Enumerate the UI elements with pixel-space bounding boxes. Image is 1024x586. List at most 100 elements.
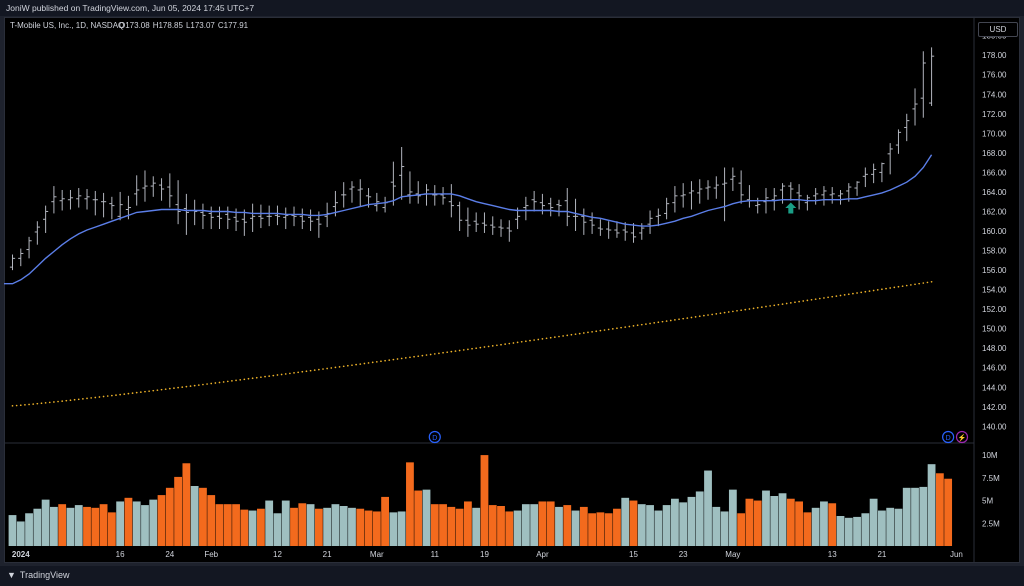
volume-bar [621, 497, 630, 546]
ma-slow-dot [674, 319, 676, 321]
price-tick-label: 172.00 [982, 110, 1007, 119]
ma-slow-dot [346, 364, 349, 367]
volume-bar [91, 507, 100, 546]
volume-bar [74, 505, 83, 546]
ohlc-bar [928, 47, 935, 106]
ohlc-bars [9, 47, 935, 271]
ma-slow-dot [458, 349, 461, 352]
ma-slow-dot [255, 376, 258, 379]
ma-slow-dot [553, 336, 556, 338]
ma-fast-line [4, 154, 933, 285]
volume-bar [107, 512, 116, 546]
volume-bar [190, 486, 199, 546]
ohlc-bar [920, 51, 926, 118]
time-tick-label: Apr [536, 550, 549, 559]
ma-slow-dot [777, 303, 780, 306]
volume-bar [99, 504, 108, 546]
ma-slow-dot [545, 337, 548, 340]
ma-slow-dot [305, 370, 308, 373]
ma-slow-dot [769, 305, 771, 307]
dividend-marker [942, 430, 955, 444]
ohlc-bar [647, 210, 653, 234]
currency-badge[interactable]: USD [978, 22, 1018, 37]
ohlc-bar [67, 189, 74, 210]
volume-bar [869, 498, 878, 546]
volume-bar [588, 513, 596, 546]
volume-bar [538, 501, 547, 546]
legend-high-label: H [153, 21, 159, 30]
ma-slow-dot [148, 390, 150, 393]
ohlc-bar [680, 183, 686, 208]
volume-bar [223, 504, 232, 546]
ma-slow-dot [61, 400, 64, 402]
ma-slow-dot [193, 384, 196, 387]
ma-slow-dot [243, 378, 246, 381]
price-tick-label: 178.00 [982, 51, 1007, 60]
legend-low-label: L [186, 21, 191, 30]
volume-bar [488, 505, 497, 546]
ma-slow-dot [326, 367, 328, 370]
ohlc-bar [299, 208, 305, 230]
ma-slow-dot [818, 297, 821, 300]
ohlc-bar [432, 185, 438, 206]
chart-frame [4, 17, 1020, 563]
ma-slow-dot [483, 346, 486, 348]
volume-bar [356, 508, 365, 546]
ohlc-bar [539, 193, 546, 215]
ohlc-bar [597, 219, 603, 236]
ma-slow-dot [827, 296, 829, 299]
price-tick-label: 140.00 [982, 422, 1007, 431]
ma-slow-dot [425, 354, 428, 356]
ma-slow-dot [607, 328, 610, 331]
volume-bar [281, 500, 290, 546]
price-chart[interactable]: T-Mobile US, Inc., 1D, NASDAQ O173.08 H17… [4, 17, 1020, 563]
ohlc-bar [250, 203, 256, 232]
time-tick-label: 12 [273, 550, 282, 559]
ma-slow-dot [525, 340, 527, 343]
ma-slow-dot [202, 383, 204, 386]
ohlc-bar [341, 182, 347, 208]
ma-slow-dot [516, 341, 519, 344]
volume-bar [306, 504, 315, 546]
volume-bar [157, 495, 166, 546]
price-tick-label: 142.00 [982, 403, 1007, 412]
ma-slow-dot [367, 362, 370, 364]
volume-bar [762, 490, 770, 546]
volume-bar [33, 508, 42, 546]
time-tick-label: 24 [165, 550, 174, 559]
ma-slow-dot [119, 393, 121, 396]
tradingview-logo[interactable]: ▼ TradingView [7, 570, 69, 580]
ma-slow-dot [926, 281, 929, 284]
ohlc-bar [382, 196, 388, 213]
volume-bar [894, 508, 903, 546]
price-tick-label: 150.00 [982, 325, 1007, 334]
ma-slow-dot [322, 368, 324, 370]
ohlc-bar [490, 216, 496, 235]
time-tick-label: 21 [877, 550, 886, 559]
volume-bar [331, 504, 340, 546]
price-tick-label: 176.00 [982, 71, 1007, 80]
volume-bar [637, 504, 646, 546]
volume-bar [165, 487, 174, 546]
volume-bar [944, 478, 953, 546]
price-tick-label: 166.00 [982, 168, 1007, 177]
volume-bar [8, 515, 17, 546]
ma-slow-dot [433, 353, 436, 355]
ohlc-bar [837, 189, 844, 205]
volume-bar [728, 489, 737, 546]
ohlc-bar [564, 188, 570, 227]
ma-slow-dot [889, 287, 892, 289]
ohlc-bar [26, 236, 32, 259]
volume-bar [132, 501, 141, 546]
ma-slow-dot [127, 392, 130, 395]
ma-slow-dot [893, 286, 896, 289]
volume-bar [786, 498, 795, 546]
volume-tick-label: 10M [982, 451, 998, 460]
ma-slow-dot [570, 333, 573, 336]
ma-slow-dot [189, 385, 192, 387]
ma-slow-dot [24, 403, 26, 406]
volume-bar [596, 512, 605, 546]
volume-bar [878, 510, 886, 546]
ohlc-bar [283, 207, 289, 230]
ma-slow-dot [653, 322, 656, 324]
